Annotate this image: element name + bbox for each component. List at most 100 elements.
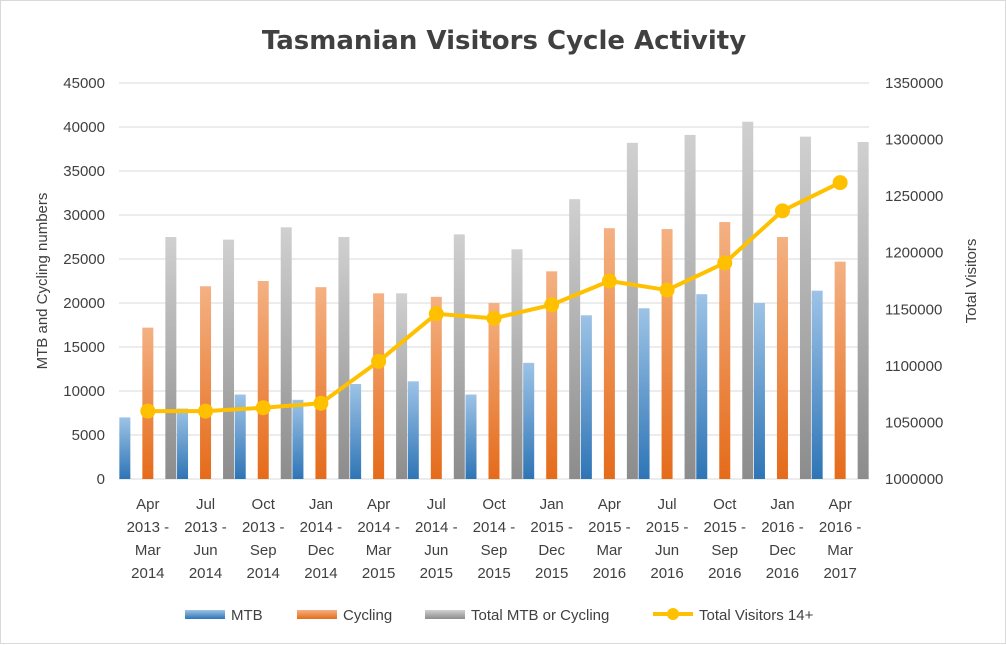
bar-cycling <box>776 237 788 479</box>
x-tick-label: 2015 <box>362 565 395 582</box>
x-tick-label: Sep <box>481 542 508 559</box>
x-tick-label: Sep <box>711 542 738 559</box>
x-tick-label: 2014 <box>247 565 280 582</box>
legend-label: Cycling <box>343 607 392 624</box>
bar-cycling <box>719 222 731 480</box>
bar-total-mtb-or-cycling <box>684 134 696 480</box>
x-tick-label: Jul <box>657 496 676 513</box>
bar-cycling <box>200 286 212 479</box>
legend-swatch <box>425 610 465 619</box>
bar-total-mtb-or-cycling <box>396 293 408 479</box>
legend: MTB Cycling Total MTB or Cycling Total Visi… <box>185 607 814 624</box>
total-visitors-point <box>255 400 271 416</box>
x-tick-label: Oct <box>252 496 276 513</box>
total-visitors-point <box>601 273 617 289</box>
bar-total-mtb-or-cycling <box>223 239 235 479</box>
x-tick-label: Apr <box>367 496 390 513</box>
bar-total-mtb-or-cycling <box>799 136 811 479</box>
x-tick-label: 2016 - <box>761 519 804 536</box>
bar-cycling <box>257 281 269 479</box>
bar-mtb <box>350 383 362 479</box>
bar-mtb <box>234 394 246 479</box>
x-tick-label: Oct <box>713 496 737 513</box>
left-axis-ticks: 0 5000 10000 15000 20000 25000 30000 35000 40000… <box>63 75 105 488</box>
y2-tick-label: 1200000 <box>885 245 943 262</box>
x-tick-label: Mar <box>135 542 161 559</box>
bar-total-mtb-or-cycling <box>857 141 869 479</box>
total-visitors-point <box>544 297 560 313</box>
legend-label: Total Visitors 14+ <box>699 607 814 624</box>
total-visitors-point <box>140 403 156 419</box>
y-tick-label: 15000 <box>63 339 105 356</box>
x-tick-label: 2013 - <box>127 519 170 536</box>
legend-swatch-marker <box>667 608 679 620</box>
y2-tick-label: 1050000 <box>885 414 943 431</box>
x-tick-label: 2015 <box>535 565 568 582</box>
y-tick-label: 10000 <box>63 383 105 400</box>
x-tick-label: 2014 - <box>415 519 458 536</box>
bar-mtb <box>753 303 765 479</box>
bar-cycling <box>834 261 846 479</box>
bar-cycling <box>546 271 558 479</box>
x-tick-label: 2014 - <box>300 519 343 536</box>
bar-total-mtb-or-cycling <box>511 249 523 479</box>
y-tick-label: 40000 <box>63 119 105 136</box>
x-tick-label: 2016 <box>650 565 683 582</box>
x-tick-label: Apr <box>136 496 159 513</box>
x-tick-label: Mar <box>827 542 853 559</box>
bar-mtb <box>119 417 131 479</box>
y2-tick-label: 1100000 <box>885 358 942 375</box>
x-tick-label: 2015 - <box>703 519 746 536</box>
x-tick-label: Jan <box>770 496 794 513</box>
x-tick-label: Dec <box>308 542 335 559</box>
x-tick-label: Jan <box>309 496 333 513</box>
total-visitors-point <box>428 306 444 322</box>
chart-title: Tasmanian Visitors Cycle Activity <box>262 26 746 56</box>
total-visitors-point <box>659 282 675 298</box>
bar-mtb <box>811 290 823 479</box>
total-visitors-point <box>313 395 329 411</box>
bar-total-mtb-or-cycling <box>742 121 754 479</box>
legend-swatch <box>297 610 337 619</box>
x-tick-label: Jul <box>427 496 446 513</box>
bar-cycling <box>488 303 500 479</box>
x-tick-label: Apr <box>598 496 621 513</box>
x-tick-label: 2015 <box>420 565 453 582</box>
y-tick-label: 30000 <box>63 207 105 224</box>
bar-total-mtb-or-cycling <box>280 227 292 479</box>
y2-tick-label: 1300000 <box>885 132 943 149</box>
left-axis-title: MTB and Cycling numbers <box>34 193 51 370</box>
bar-total-mtb-or-cycling <box>338 237 350 479</box>
x-tick-label: 2014 - <box>357 519 400 536</box>
total-visitors-point <box>371 353 387 369</box>
bar-cycling <box>603 228 615 479</box>
x-tick-label: Dec <box>769 542 796 559</box>
x-tick-label: 2014 <box>304 565 337 582</box>
y2-tick-label: 1150000 <box>885 301 942 318</box>
bar-total-mtb-or-cycling <box>453 234 465 479</box>
bar-cycling <box>373 293 385 479</box>
bar-total-mtb-or-cycling <box>165 237 177 479</box>
bar-mtb <box>696 294 708 479</box>
bar-cycling <box>661 229 673 479</box>
bar-mtb <box>407 381 419 479</box>
x-tick-label: 2016 <box>766 565 799 582</box>
bar-mtb <box>580 315 592 479</box>
x-tick-label: Oct <box>482 496 506 513</box>
x-tick-label: 2013 - <box>184 519 227 536</box>
x-tick-label: 2014 - <box>473 519 516 536</box>
total-visitors-point <box>717 255 733 271</box>
line-series <box>140 175 848 419</box>
bar-mtb <box>177 408 189 479</box>
bar-mtb <box>523 362 535 479</box>
y-tick-label: 45000 <box>63 75 105 92</box>
total-visitors-point <box>832 175 848 191</box>
x-tick-label: Sep <box>250 542 277 559</box>
bar-total-mtb-or-cycling <box>626 142 638 479</box>
y-tick-label: 0 <box>97 471 105 488</box>
y-tick-label: 20000 <box>63 295 105 312</box>
bar-mtb <box>292 399 304 479</box>
x-tick-label: Mar <box>596 542 622 559</box>
